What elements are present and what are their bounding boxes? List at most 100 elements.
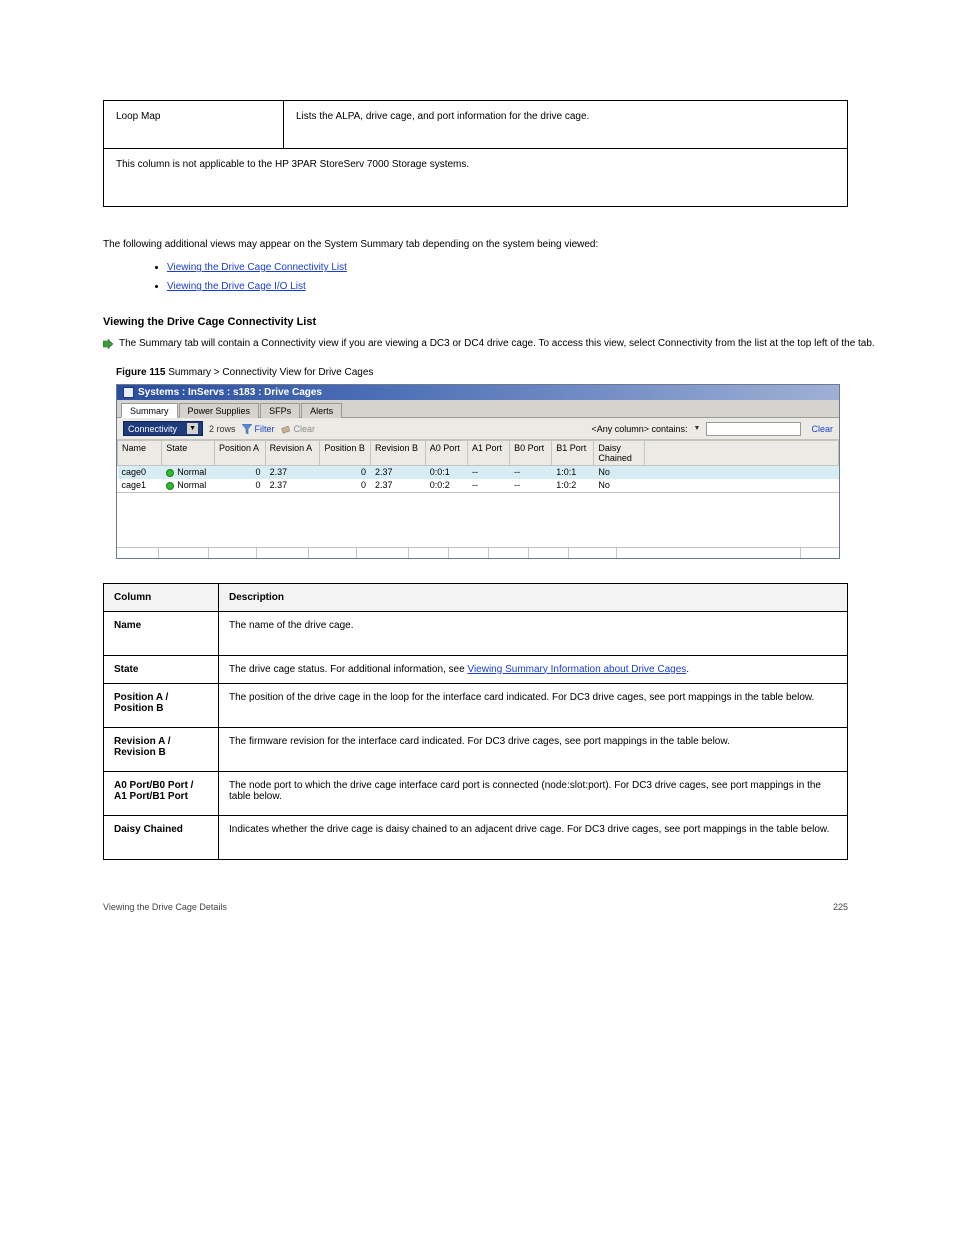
footer-cell bbox=[159, 548, 209, 558]
anycolumn-label: <Any column> contains: bbox=[591, 424, 687, 434]
desc-row: Revision A / Revision BThe firmware revi… bbox=[104, 727, 848, 771]
intro-lead-text: The following additional views may appea… bbox=[103, 237, 848, 252]
footer-cell bbox=[449, 548, 489, 558]
table-cell: -- bbox=[510, 479, 552, 492]
view-select[interactable]: Connectivity ▼ bbox=[123, 421, 203, 436]
desc-cell-desc: The position of the drive cage in the lo… bbox=[219, 683, 848, 727]
intro-link-list: Viewing the Drive Cage Connectivity List… bbox=[127, 260, 848, 294]
table-cell: 0 bbox=[214, 466, 265, 479]
footer-cell bbox=[409, 548, 449, 558]
grid-col-header[interactable]: State bbox=[162, 441, 215, 466]
table-cell bbox=[645, 479, 839, 492]
grid-col-header[interactable] bbox=[645, 441, 839, 466]
footer-cell bbox=[569, 548, 617, 558]
desc-cell-name: Name bbox=[104, 611, 219, 655]
clear-button[interactable]: Clear bbox=[811, 424, 833, 434]
figure-caption: Figure 115 Summary > Connectivity View f… bbox=[116, 367, 954, 378]
description-table: Column Description NameThe name of the d… bbox=[103, 583, 848, 860]
toolbar: Connectivity ▼ 2 rows Filter Clear <Any … bbox=[117, 418, 839, 440]
desc-cell-desc: The drive cage status. For additional in… bbox=[219, 655, 848, 683]
footer-cell bbox=[529, 548, 569, 558]
grid-col-header[interactable]: Name bbox=[118, 441, 162, 466]
table-cell: 0:0:1 bbox=[425, 466, 467, 479]
desc-row: Daisy ChainedIndicates whether the drive… bbox=[104, 815, 848, 859]
window-icon bbox=[123, 387, 134, 398]
data-grid: NameStatePosition ARevision APosition BR… bbox=[117, 440, 839, 558]
desc-cell-name: Daisy Chained bbox=[104, 815, 219, 859]
footer-cell bbox=[357, 548, 409, 558]
table-cell: 2.37 bbox=[265, 479, 320, 492]
table-cell: No bbox=[594, 479, 645, 492]
desc-cell-name: State bbox=[104, 655, 219, 683]
grid-footer-row bbox=[117, 547, 839, 558]
table-cell: cage1 bbox=[118, 479, 162, 492]
desc-row: A0 Port/B0 Port / A1 Port/B1 PortThe nod… bbox=[104, 771, 848, 815]
arrow-right-icon bbox=[103, 339, 113, 349]
footer-page-number: 225 bbox=[833, 902, 848, 912]
top-table-cell-loopmap: Loop Map bbox=[104, 101, 284, 149]
window-titlebar: Systems : InServs : s183 : Drive Cages bbox=[117, 385, 839, 400]
grid-col-header[interactable]: A0 Port bbox=[425, 441, 467, 466]
grid-body: cage0Normal02.3702.370:0:1----1:0:1Nocag… bbox=[118, 466, 839, 492]
link-io-list[interactable]: Viewing the Drive Cage I/O List bbox=[167, 281, 306, 292]
top-continuation-table: Loop Map Lists the ALPA, drive cage, and… bbox=[103, 100, 848, 207]
inline-link[interactable]: Viewing Summary Information about Drive … bbox=[467, 664, 686, 675]
table-cell: -- bbox=[510, 466, 552, 479]
table-cell: 0 bbox=[320, 466, 371, 479]
footer-cell bbox=[209, 548, 257, 558]
filter-button[interactable]: Filter bbox=[242, 424, 275, 434]
footer-cell bbox=[617, 548, 801, 558]
tab-alerts[interactable]: Alerts bbox=[301, 403, 342, 418]
eraser-icon bbox=[281, 424, 291, 434]
table-cell: 1:0:1 bbox=[552, 466, 594, 479]
table-cell: 0 bbox=[214, 479, 265, 492]
table-cell: -- bbox=[467, 466, 509, 479]
tab-bar: Summary Power Supplies SFPs Alerts bbox=[117, 400, 839, 418]
grid-col-header[interactable]: B0 Port bbox=[510, 441, 552, 466]
link-connectivity-list[interactable]: Viewing the Drive Cage Connectivity List bbox=[167, 262, 347, 273]
dropdown-small-icon[interactable]: ▼ bbox=[694, 425, 701, 432]
window-title-text: Systems : InServs : s183 : Drive Cages bbox=[138, 387, 322, 398]
desc-row: NameThe name of the drive cage. bbox=[104, 611, 848, 655]
desc-cell-name: A0 Port/B0 Port / A1 Port/B1 Port bbox=[104, 771, 219, 815]
table-cell: -- bbox=[467, 479, 509, 492]
desc-cell-name: Revision A / Revision B bbox=[104, 727, 219, 771]
table-cell: 0:0:2 bbox=[425, 479, 467, 492]
desc-cell-desc: The name of the drive cage. bbox=[219, 611, 848, 655]
grid-col-header[interactable]: Revision A bbox=[265, 441, 320, 466]
table-cell: cage0 bbox=[118, 466, 162, 479]
table-cell bbox=[645, 466, 839, 479]
footer-left-text: Viewing the Drive Cage Details bbox=[103, 902, 227, 912]
desc-cell-desc: The node port to which the drive cage in… bbox=[219, 771, 848, 815]
grid-col-header[interactable]: B1 Port bbox=[552, 441, 594, 466]
desc-cell-desc: The firmware revision for the interface … bbox=[219, 727, 848, 771]
footer-cell bbox=[489, 548, 529, 558]
row-count-text: 2 rows bbox=[209, 424, 236, 434]
tab-summary[interactable]: Summary bbox=[121, 403, 178, 418]
grid-col-header[interactable]: Position A bbox=[214, 441, 265, 466]
footer-cell bbox=[309, 548, 357, 558]
search-input[interactable] bbox=[706, 422, 801, 436]
state-dot-icon bbox=[166, 469, 174, 477]
connectivity-intro: The Summary tab will contain a Connectiv… bbox=[103, 338, 954, 349]
table-cell: 2.37 bbox=[370, 466, 425, 479]
grid-col-header[interactable]: A1 Port bbox=[467, 441, 509, 466]
grid-col-header[interactable]: Revision B bbox=[370, 441, 425, 466]
grid-col-header[interactable]: Daisy Chained bbox=[594, 441, 645, 466]
page-footer: Viewing the Drive Cage Details 225 bbox=[103, 902, 848, 912]
desc-cell-name: Position A / Position B bbox=[104, 683, 219, 727]
footer-cell bbox=[117, 548, 159, 558]
table-cell: No bbox=[594, 466, 645, 479]
table-cell: Normal bbox=[162, 466, 215, 479]
tab-power-supplies[interactable]: Power Supplies bbox=[179, 403, 260, 418]
table-row[interactable]: cage0Normal02.3702.370:0:1----1:0:1No bbox=[118, 466, 839, 479]
screenshot-container: Systems : InServs : s183 : Drive Cages S… bbox=[116, 384, 840, 559]
footer-cell bbox=[257, 548, 309, 558]
clear-button-small[interactable]: Clear bbox=[281, 424, 316, 434]
table-cell: 2.37 bbox=[265, 466, 320, 479]
tab-sfps[interactable]: SFPs bbox=[260, 403, 300, 418]
grid-col-header[interactable]: Position B bbox=[320, 441, 371, 466]
grid-empty-area bbox=[117, 492, 839, 547]
table-row[interactable]: cage1Normal02.3702.370:0:2----1:0:2No bbox=[118, 479, 839, 492]
desc-cell-desc: Indicates whether the drive cage is dais… bbox=[219, 815, 848, 859]
